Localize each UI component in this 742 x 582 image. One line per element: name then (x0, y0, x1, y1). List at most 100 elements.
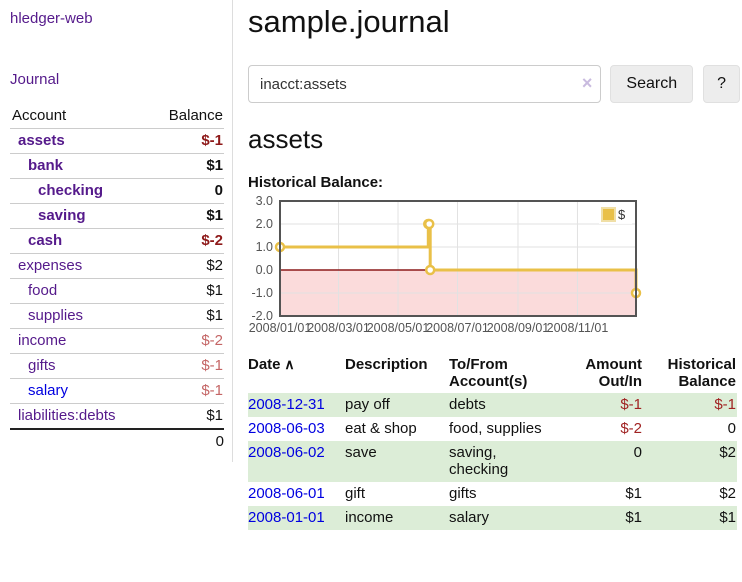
register-row[interactable]: 2008-12-31 pay off debts $-1 $-1 (248, 393, 737, 417)
x-axis-tick-label: 2008/07/01 (426, 321, 489, 335)
date-cell: 2008-06-02 (248, 441, 345, 482)
sidebar-account-link[interactable]: income (18, 332, 67, 349)
y-axis-tick-label: 0.0 (256, 263, 273, 277)
sidebar-account-link[interactable]: checking (38, 182, 104, 199)
header-label: Description (345, 356, 428, 373)
sidebar-account-link[interactable]: supplies (28, 307, 84, 324)
account-row: expenses $2 (10, 253, 224, 279)
accounts-total-row: 0 (10, 428, 224, 454)
register-row[interactable]: 2008-06-01 gift gifts $1 $2 (248, 482, 737, 506)
sidebar: hledger-web Journal Account Balance asse… (0, 0, 233, 462)
description-cell: income (345, 506, 449, 530)
account-balance-cell: 0 (148, 178, 224, 204)
balance-column-header: Balance (168, 107, 223, 124)
transaction-date-link[interactable]: 2008-01-01 (248, 509, 325, 526)
account-name-cell: assets (10, 128, 149, 154)
sidebar-account-link[interactable]: saving (38, 207, 86, 224)
account-row: saving $1 (10, 203, 224, 229)
accounts-cell: debts (449, 393, 567, 417)
accounts-cell: saving, checking (449, 441, 567, 482)
account-row: supplies $1 (10, 303, 224, 329)
sidebar-account-link[interactable]: assets (18, 132, 65, 149)
chart-svg: $3.0 2.0 1.0 0.0 -1.0 -2.02008/01/012008/03/0… (249, 194, 642, 335)
account-row: assets $-1 (10, 128, 224, 154)
amount-cell: $1 (625, 485, 642, 502)
sidebar-account-link[interactable]: gifts (28, 357, 56, 374)
amount-cell: $-2 (620, 420, 642, 437)
register-header-historical-balance[interactable]: Historical Balance (643, 353, 737, 393)
main-content: sample.journal × Search ? assets Histori… (248, 0, 740, 530)
transaction-date-link[interactable]: 2008-06-01 (248, 485, 325, 502)
transaction-date-link[interactable]: 2008-06-03 (248, 420, 325, 437)
account-balance-cell: $1 (148, 403, 224, 429)
account-row: liabilities:debts $1 (10, 403, 224, 429)
register-row[interactable]: 2008-06-03 eat & shop food, supplies $-2 0 (248, 417, 737, 441)
transaction-date-link[interactable]: 2008-12-31 (248, 396, 325, 413)
search-help-button[interactable]: ? (703, 65, 740, 103)
sidebar-account-link[interactable]: liabilities:debts (18, 407, 116, 424)
account-row: income $-2 (10, 328, 224, 354)
account-balance-cell: $1 (148, 278, 224, 304)
date-cell: 2008-12-31 (248, 393, 345, 417)
account-row: bank $1 (10, 153, 224, 179)
balance-cell: $2 (719, 485, 736, 502)
header-label: Date (248, 356, 281, 373)
y-axis-tick-label: -1.0 (251, 286, 273, 300)
register-header-description[interactable]: Description (345, 353, 449, 393)
sort-ascending-icon: ∧ (280, 356, 295, 372)
historical-balance-chart: $3.0 2.0 1.0 0.0 -1.0 -2.0 2008/01/01 2008/03/0… (246, 194, 740, 340)
account-name-cell: income (10, 328, 149, 354)
sidebar-account-link[interactable]: salary (28, 382, 69, 399)
sidebar-account-link[interactable]: bank (28, 157, 64, 174)
account-name-cell: bank (10, 153, 149, 179)
account-row: cash $-2 (10, 228, 224, 254)
chart-title: Historical Balance: (248, 174, 384, 191)
x-axis-tick-label: 2008/05/01 (367, 321, 430, 335)
clear-search-icon[interactable]: × (581, 73, 593, 93)
header-label: Amount Out/In (585, 356, 642, 390)
y-axis-tick-label: -2.0 (251, 309, 273, 323)
date-cell: 2008-06-01 (248, 482, 345, 506)
account-row: gifts $-1 (10, 353, 224, 379)
amount-cell: $1 (567, 506, 643, 530)
accounts-cell: salary (449, 506, 567, 530)
balance-cell: $1 (643, 506, 737, 530)
x-axis-tick-label: 2008/11/01 (547, 321, 609, 335)
date-cell: 2008-06-03 (248, 417, 345, 441)
balance-cell: $-1 (643, 393, 737, 417)
sidebar-account-link[interactable]: cash (28, 232, 63, 249)
transaction-date-link[interactable]: 2008-06-02 (248, 444, 325, 461)
account-name-cell: saving (10, 203, 149, 229)
account-balance-cell: $-1 (148, 128, 224, 154)
account-name-cell: liabilities:debts (10, 403, 149, 429)
search-form: × Search ? (248, 65, 740, 103)
description-cell: gift (345, 485, 366, 502)
app-brand-link[interactable]: hledger-web (10, 10, 93, 27)
account-balance-cell: $1 (148, 153, 224, 179)
description-cell: pay off (345, 393, 449, 417)
accounts-balance-table: Account Balance assets $-1 bank $1 checking 0… (10, 104, 224, 454)
date-cell: 2008-01-01 (248, 506, 345, 530)
account-balance-cell: $-2 (148, 328, 224, 354)
sidebar-account-link[interactable]: expenses (18, 257, 83, 274)
chart-legend: $ (599, 205, 632, 224)
register-header-date[interactable]: Date ∧ (248, 353, 345, 393)
balance-cell: $2 (643, 441, 737, 482)
register-header-amount-out-in[interactable]: Amount Out/In (567, 353, 643, 393)
accounts-cell: food, supplies (449, 420, 542, 437)
register-row[interactable]: 2008-06-02 save saving, checking 0 $2 (248, 441, 737, 482)
sidebar-item-journal[interactable]: Journal (10, 71, 60, 88)
account-column-header: Account (12, 107, 67, 124)
register-header-to-from-account-s-[interactable]: To/From Account(s) (449, 353, 567, 393)
account-balance-cell: $1 (148, 203, 224, 229)
register-row[interactable]: 2008-01-01 income salary $1 $1 (248, 506, 737, 530)
account-name-cell: gifts (10, 353, 149, 379)
account-balance-cell: $2 (148, 253, 224, 279)
accounts-cell: gifts (449, 485, 477, 502)
description-cell: save (345, 441, 449, 482)
sidebar-account-link[interactable]: food (28, 282, 58, 299)
account-row: food $1 (10, 278, 224, 304)
search-button[interactable]: Search (610, 65, 694, 103)
search-input[interactable] (248, 65, 602, 103)
total-spacer (10, 428, 149, 454)
